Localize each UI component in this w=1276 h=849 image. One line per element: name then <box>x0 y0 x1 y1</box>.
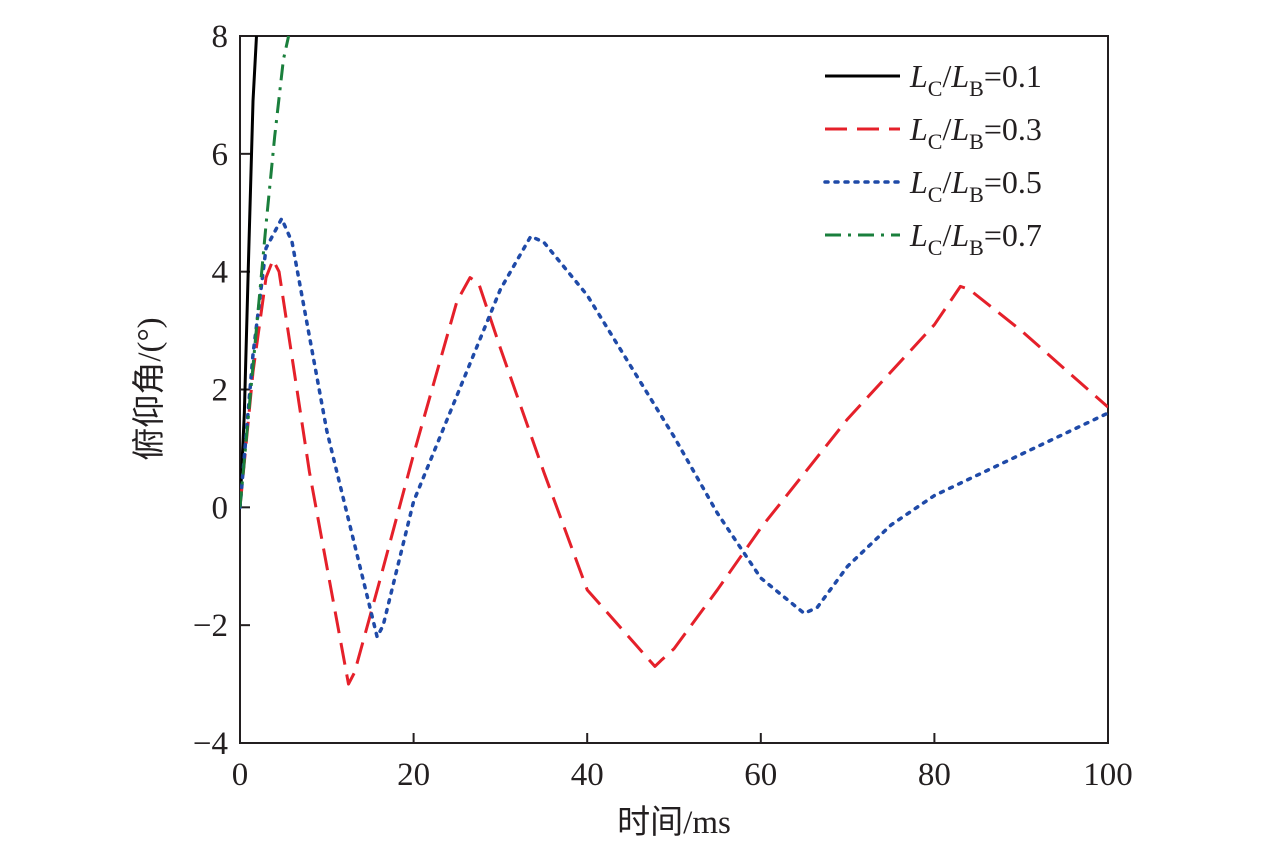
series-line-1 <box>240 36 258 508</box>
series-layer <box>240 36 1108 686</box>
y-tick-label: −4 <box>193 726 228 762</box>
y-axis-title: 俯仰角/(°) <box>131 317 168 460</box>
x-tick-label: 60 <box>744 757 777 793</box>
y-tick-label: −2 <box>193 608 228 644</box>
x-axis-ticks: 0 20 40 60 80 100 <box>232 733 1133 793</box>
x-axis-title: 时间/ms <box>617 805 731 841</box>
x-tick-label: 80 <box>918 757 951 793</box>
y-tick-label: 0 <box>212 490 229 526</box>
series-line-2 <box>240 258 1108 686</box>
series-line-3 <box>240 216 1108 639</box>
x-tick-label: 0 <box>232 757 249 793</box>
y-tick-label: 6 <box>212 137 229 173</box>
legend-label-3: LC/LB=0.5 <box>909 164 1042 207</box>
x-tick-label: 20 <box>397 757 430 793</box>
legend-label-2: LC/LB=0.3 <box>909 111 1042 154</box>
y-tick-label: 2 <box>212 373 229 409</box>
y-tick-label: 8 <box>212 19 229 55</box>
legend: LC/LB=0.1 LC/LB=0.3 LC/LB=0.5 LC/LB=0.7 <box>823 58 1042 260</box>
legend-label-1: LC/LB=0.1 <box>909 58 1042 101</box>
legend-label-4: LC/LB=0.7 <box>909 217 1042 260</box>
y-tick-label: 4 <box>212 255 229 291</box>
x-tick-label: 100 <box>1083 757 1133 793</box>
x-tick-label: 40 <box>571 757 604 793</box>
y-axis-ticks: −4 −2 0 2 4 6 8 <box>193 19 250 762</box>
